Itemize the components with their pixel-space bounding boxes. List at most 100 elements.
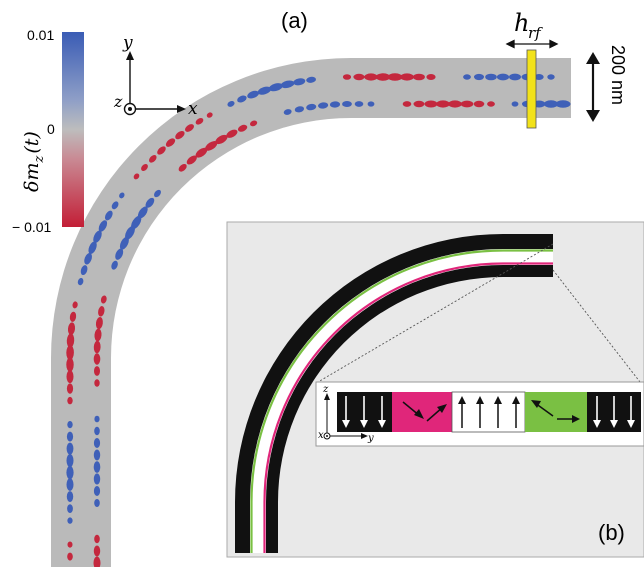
main-axes	[123, 51, 186, 116]
spin-wave-dot	[93, 461, 101, 473]
inset-axes	[323, 393, 368, 440]
rf-field-label: h	[514, 9, 529, 37]
spin-wave-dot	[473, 100, 485, 108]
spin-wave-dot	[436, 100, 450, 108]
spin-wave-dot	[175, 130, 185, 140]
spin-wave-dot	[195, 147, 208, 158]
spin-wave-dot	[165, 138, 176, 147]
spin-wave-dot	[94, 379, 100, 387]
spin-wave-dot	[178, 163, 187, 172]
spin-wave-dot	[119, 192, 125, 199]
waveguide	[51, 58, 571, 567]
spin-wave-dot	[205, 141, 218, 151]
panel-b-label: (b)	[598, 520, 625, 545]
spin-wave-dot	[67, 541, 73, 548]
spin-wave-dot	[353, 73, 365, 81]
spin-wave-dot	[487, 101, 495, 107]
down-spin-arrows-left	[342, 396, 386, 428]
spin-wave-dot	[66, 345, 74, 361]
spin-wave-dot	[367, 101, 375, 107]
scale-bar	[586, 52, 600, 122]
spin-wave-dot	[400, 73, 414, 81]
spin-wave-dot	[66, 465, 74, 480]
spin-wave-dot	[318, 102, 329, 109]
spin-wave-dot	[364, 73, 378, 81]
spin-wave-dot	[280, 80, 295, 89]
spin-wave-dot	[137, 206, 148, 219]
spin-wave-dot	[413, 100, 425, 108]
spin-wave-dot	[100, 295, 107, 304]
spin-wave-dot	[247, 90, 259, 99]
rf-field-arrow	[505, 39, 559, 49]
spin-wave-dot	[227, 100, 235, 107]
svg-text:δmz(t): δmz(t)	[21, 131, 47, 192]
spin-wave-dot	[306, 103, 317, 111]
spin-wave-dot	[94, 366, 100, 376]
spin-wave-dot	[145, 197, 155, 208]
spin-wave-dot	[534, 74, 544, 80]
spin-wave-dot	[133, 173, 140, 180]
spin-wave-dot	[460, 100, 474, 108]
spin-wave-dot	[93, 473, 101, 485]
scale-bar-label: 200 nm	[608, 45, 628, 105]
spin-wave-dot	[72, 301, 78, 309]
spin-wave-dot	[67, 322, 76, 335]
spin-wave-dot	[80, 265, 88, 276]
spin-wave-dot	[283, 109, 292, 115]
spin-wave-dot	[157, 146, 166, 155]
spin-wave-dot	[66, 357, 74, 372]
spin-wave-dot	[215, 134, 228, 145]
spin-wave-dot	[93, 353, 101, 365]
spin-wave-dot	[293, 78, 306, 86]
magenta-wall-arrows	[402, 401, 447, 422]
spin-wave-dot	[66, 478, 74, 491]
spin-wave-dot	[257, 86, 272, 95]
colorbar-max-label: 0.01	[27, 27, 54, 43]
colorbar	[62, 32, 84, 227]
spin-wave-dot	[402, 101, 412, 107]
spin-wave-dot	[426, 74, 436, 80]
spin-wave-dot	[375, 73, 391, 81]
spin-wave-dot	[69, 311, 77, 322]
spin-wave-dot	[93, 449, 101, 461]
spin-wave-dot	[448, 100, 462, 108]
spin-wave-dot	[84, 253, 92, 265]
spin-wave-dot	[555, 100, 571, 108]
spin-wave-pattern	[66, 73, 571, 567]
spin-wave-dot	[413, 73, 425, 81]
spin-wave-dot	[268, 83, 283, 92]
green-wall-arrows	[531, 400, 580, 423]
spin-wave-dot	[149, 155, 157, 163]
spin-wave-dot	[424, 100, 438, 108]
spin-wave-dot	[125, 225, 135, 240]
colorbar-quantity-label: δmz(t)	[21, 131, 47, 192]
spin-wave-dot	[67, 552, 73, 561]
spin-wave-dot	[226, 129, 238, 138]
colorbar-min-label: − 0.01	[12, 219, 52, 235]
panel-a-label: (a)	[281, 8, 308, 33]
spin-wave-dot	[93, 545, 101, 557]
spin-wave-dot	[354, 101, 364, 107]
spin-wave-dot	[141, 164, 148, 171]
spin-wave-dot	[195, 118, 204, 125]
spin-wave-dot	[93, 230, 102, 243]
spin-wave-dot	[111, 260, 118, 270]
spin-wave-dot	[94, 415, 100, 423]
spin-wave-dot	[206, 112, 213, 118]
down-spin-arrows-right	[593, 396, 635, 428]
spin-wave-dot	[306, 76, 316, 83]
inset-waveguide	[235, 234, 553, 553]
spin-wave-dot	[66, 491, 74, 503]
spin-wave-dot	[237, 95, 247, 103]
spin-wave-dot	[77, 277, 84, 286]
spin-wave-dot	[496, 73, 510, 81]
spin-wave-dot	[342, 74, 352, 80]
spin-wave-dot	[93, 486, 101, 496]
spin-wave-dot	[329, 101, 341, 108]
spin-wave-dot	[94, 534, 100, 544]
spin-wave-dot	[104, 210, 113, 221]
spin-wave-dot	[387, 73, 403, 81]
spin-wave-dot	[66, 383, 74, 394]
up-spin-arrows	[458, 396, 520, 428]
